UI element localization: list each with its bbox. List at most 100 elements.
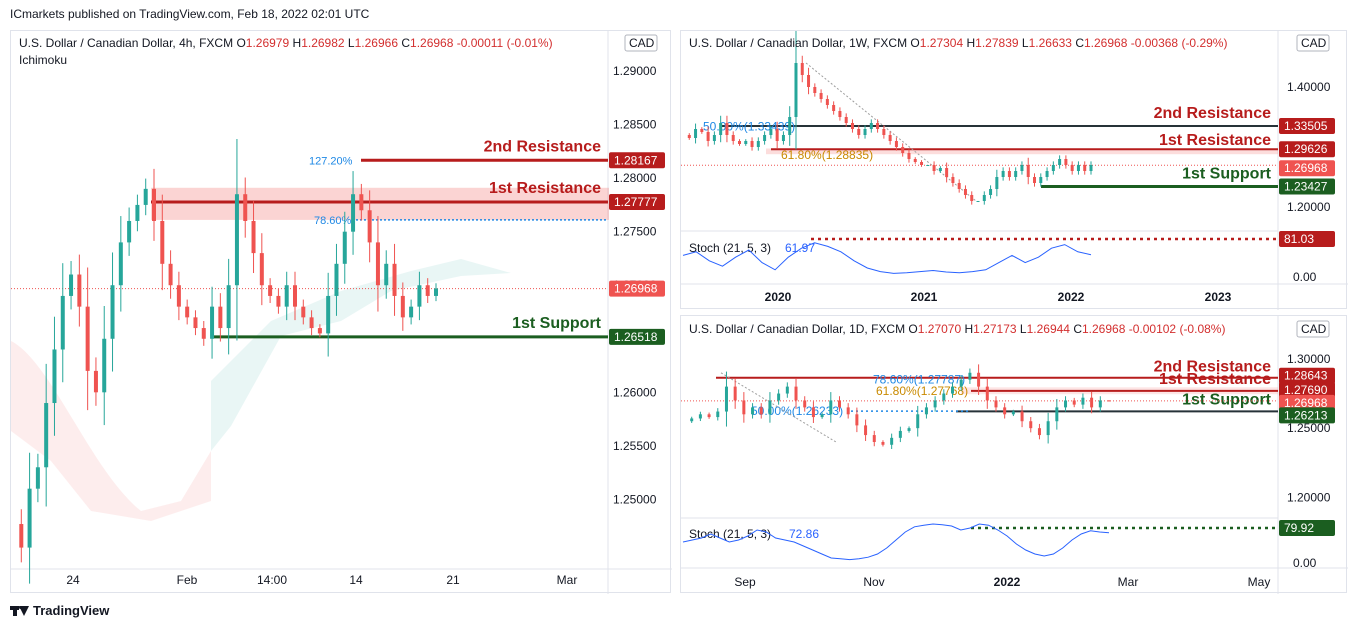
level-label: 2nd Resistance — [484, 138, 601, 155]
candle — [1001, 171, 1005, 177]
y-tick-label: 1.25000 — [1287, 421, 1331, 435]
level-label: 2nd Resistance — [1154, 105, 1271, 122]
level-label: 1st Support — [1182, 391, 1272, 408]
level-label: 1st Resistance — [489, 180, 601, 197]
tradingview-footer[interactable]: TradingView — [10, 603, 109, 618]
change-value: -0.00011 (-0.01%) — [456, 36, 553, 50]
candle — [1033, 177, 1037, 183]
candle — [977, 372, 981, 387]
candle — [989, 189, 993, 195]
candle — [775, 129, 779, 141]
candle — [1037, 428, 1041, 436]
candle — [811, 407, 815, 418]
chart-panel-4h[interactable]: 2nd Resistance 1st Resistance 1st Support 1… — [10, 30, 672, 594]
candle — [881, 442, 885, 445]
high-value: 1.27173 — [973, 322, 1017, 336]
candle — [803, 400, 807, 408]
candle — [1051, 165, 1055, 171]
candle — [898, 430, 902, 438]
candle — [60, 295, 65, 350]
candle — [185, 306, 190, 318]
stoch-y-tick: 0.00 — [1293, 270, 1317, 284]
fib-label: 61.80%(1.27768) — [876, 384, 968, 398]
candle — [1039, 177, 1043, 183]
candle — [857, 129, 861, 135]
symbol-label: U.S. Dollar / Canadian Dollar, 1D, FXCM — [689, 322, 906, 336]
price-tag-2nd-resistance: 1.33505 — [1279, 117, 1335, 134]
candle — [876, 123, 880, 129]
candle — [359, 194, 364, 211]
price-tag-1st-resistance-text: 1.29626 — [1284, 142, 1328, 156]
chart-panel-1w[interactable]: 2nd Resistance 1st Resistance 1st Support 5… — [680, 30, 1348, 310]
candle — [342, 231, 347, 264]
chart-panel-1d[interactable]: 2nd Resistance 1st Resistance 1st Support 7… — [680, 315, 1348, 594]
candle — [807, 75, 811, 87]
candle — [251, 220, 256, 254]
low-value: 1.26966 — [354, 36, 398, 50]
candle — [690, 418, 694, 422]
stoch-y-tick: 0.00 — [1293, 556, 1317, 570]
candle — [1064, 159, 1068, 165]
candle — [888, 135, 892, 141]
currency-label: CAD — [1301, 36, 1327, 50]
candle — [769, 129, 773, 135]
fib-label: 78.60% — [314, 215, 352, 227]
candle — [869, 123, 873, 129]
candle — [1107, 400, 1111, 402]
indicator-label: Ichimoku — [19, 53, 68, 67]
candle — [1020, 411, 1024, 422]
candle — [19, 524, 24, 548]
price-tag-current: 1.26968 — [1279, 160, 1335, 177]
candle — [52, 349, 57, 404]
price-tag-1st-resistance: 1.27690 — [1279, 381, 1335, 398]
candle — [317, 328, 322, 334]
open-value: 1.26979 — [245, 36, 290, 50]
candle — [193, 317, 198, 329]
candle — [731, 135, 735, 141]
candle — [985, 386, 989, 401]
price-tag-1st-resistance: 1.27777 — [609, 194, 665, 211]
price-tag-1st-support-text: 1.26213 — [1284, 408, 1328, 422]
candle — [756, 141, 760, 147]
candle — [1020, 165, 1024, 171]
candle — [901, 147, 905, 153]
candle — [863, 129, 867, 135]
x-tick-label: 14:00 — [257, 573, 287, 587]
stoch-line — [682, 523, 1110, 561]
candle — [995, 177, 999, 189]
y-tick-label: 1.20000 — [1287, 200, 1331, 214]
candle — [724, 386, 728, 412]
candle — [733, 386, 737, 401]
y-tick-label: 1.20000 — [1287, 490, 1331, 504]
change-value: -0.00102 (-0.08%) — [1128, 322, 1226, 336]
candle — [982, 195, 986, 201]
candle — [712, 135, 716, 141]
candle — [168, 263, 173, 286]
fib-label: 50.00%(1.26233) — [751, 404, 843, 418]
candle — [143, 188, 148, 205]
price-tag-1st-support: 1.26213 — [1279, 407, 1335, 424]
candle — [907, 428, 911, 431]
candle — [243, 194, 248, 221]
candle — [1055, 407, 1059, 422]
candle — [1083, 165, 1087, 171]
candle — [400, 295, 405, 318]
candle — [127, 220, 132, 243]
candle — [725, 123, 729, 135]
candle — [384, 263, 389, 286]
stoch-line — [682, 242, 1092, 274]
x-tick-label: Sep — [734, 575, 756, 589]
chart-svg-1w[interactable]: 2nd Resistance 1st Resistance 1st Support 5… — [681, 31, 1348, 310]
candle — [1058, 159, 1062, 165]
stoch-level-tag: 79.92 — [1279, 520, 1335, 536]
candle — [932, 165, 936, 171]
y-tick-label: 1.27500 — [613, 225, 657, 239]
price-tag-current: 1.26968 — [609, 280, 665, 297]
x-tick-label: 2022 — [1058, 290, 1085, 304]
candle — [744, 141, 748, 144]
candle — [301, 306, 306, 318]
candle — [69, 274, 74, 296]
chart-svg-4h[interactable]: 2nd Resistance 1st Resistance 1st Support 1… — [11, 31, 672, 594]
trend-line — [805, 62, 977, 202]
